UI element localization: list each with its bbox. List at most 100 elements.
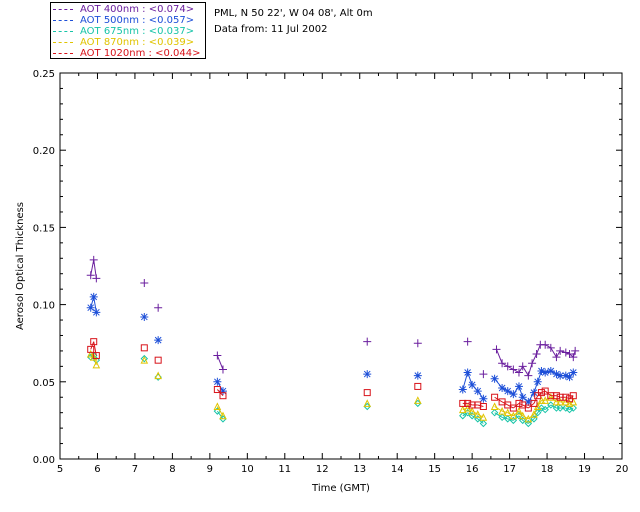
series-line-segment <box>518 415 524 421</box>
series-line-segment <box>496 349 503 364</box>
data-point <box>541 405 549 414</box>
data-point <box>541 396 550 404</box>
data-point <box>552 392 560 400</box>
data-point <box>569 353 578 362</box>
data-point <box>530 410 538 418</box>
data-point <box>552 353 561 362</box>
data-point <box>556 371 565 380</box>
legend-line-swatch <box>53 9 73 10</box>
data-point <box>571 346 580 355</box>
data-point <box>491 393 499 401</box>
x-tick-label: 12 <box>316 464 329 475</box>
data-point <box>546 343 555 352</box>
data-point <box>530 415 538 423</box>
data-point <box>413 339 422 348</box>
data-point <box>213 351 222 360</box>
data-point <box>154 303 163 312</box>
data-point <box>459 412 467 420</box>
data-point <box>218 387 227 396</box>
series-line-segment <box>533 381 539 393</box>
series-3 <box>86 349 578 423</box>
data-point <box>546 366 555 375</box>
x-tick-label: 18 <box>541 464 554 475</box>
data-point <box>509 390 518 399</box>
data-point <box>515 399 523 407</box>
data-point <box>213 386 221 394</box>
data-point <box>561 348 570 357</box>
data-point <box>547 393 555 401</box>
x-tick-label: 11 <box>278 464 291 475</box>
data-point <box>473 387 482 396</box>
legend-entry: AOT 675nm : <0.037> <box>53 26 194 37</box>
data-marks <box>86 255 580 428</box>
x-tick-label: 13 <box>353 464 366 475</box>
data-point <box>509 416 518 425</box>
data-point <box>509 404 517 412</box>
data-point <box>541 340 550 349</box>
data-point <box>414 382 422 390</box>
series-line-segment <box>544 344 552 349</box>
series-line-segment <box>477 418 484 424</box>
station-info: PML, N 50 22', W 04 08', Alt 0m Data fro… <box>214 6 373 38</box>
data-point <box>154 336 163 345</box>
series-line-segment <box>494 396 503 403</box>
series-line-segment <box>550 404 557 409</box>
data-point <box>413 371 422 380</box>
data-point <box>490 374 499 383</box>
series-line-segment <box>533 395 539 404</box>
data-point <box>490 408 499 417</box>
legend-line-swatch <box>53 31 73 32</box>
data-point <box>498 383 507 392</box>
data-point <box>154 371 162 380</box>
data-point <box>140 354 149 363</box>
data-point <box>86 271 95 280</box>
series-line-segment <box>467 402 473 406</box>
data-point <box>468 407 476 415</box>
x-tick-label: 16 <box>466 464 479 475</box>
data-point <box>479 370 488 379</box>
series-line-segment <box>90 341 95 350</box>
data-point <box>532 350 541 359</box>
data-point <box>140 278 149 287</box>
data-point <box>541 368 550 377</box>
data-point <box>524 419 533 428</box>
data-point <box>458 405 467 414</box>
data-point <box>518 362 527 371</box>
date-text: Data from: 11 Jul 2002 <box>214 24 328 35</box>
y-tick-label: 0.25 <box>33 69 55 80</box>
x-tick-label: 17 <box>503 464 516 475</box>
x-tick-label: 8 <box>169 464 175 475</box>
data-point <box>503 387 512 396</box>
data-point <box>219 411 227 420</box>
series-line-segment <box>531 353 538 364</box>
data-point <box>533 377 542 386</box>
data-point <box>363 337 372 346</box>
x-tick-label: 14 <box>391 464 404 475</box>
data-point <box>90 338 98 346</box>
data-point <box>474 415 482 423</box>
data-point <box>92 360 101 369</box>
data-point <box>213 377 222 386</box>
data-point <box>529 388 538 397</box>
data-point <box>514 368 523 377</box>
series-line-segment <box>494 412 503 418</box>
data-point <box>552 397 561 406</box>
data-point <box>515 412 523 420</box>
x-tick-label: 9 <box>207 464 213 475</box>
data-point <box>509 411 518 420</box>
series-0 <box>86 255 580 380</box>
data-point <box>89 352 98 361</box>
data-point <box>530 399 538 407</box>
series-line-segment <box>513 369 520 373</box>
legend-label: AOT 870nm : <0.039> <box>80 37 195 48</box>
legend-entry: AOT 400nm : <0.074> <box>53 4 194 15</box>
series-line-segment <box>569 353 574 358</box>
data-point <box>569 404 578 412</box>
data-point <box>413 396 422 404</box>
data-point <box>528 359 537 368</box>
series-line-segment <box>216 410 224 420</box>
legend-label: AOT 1020nm : <0.044> <box>80 48 201 59</box>
legend: AOT 400nm : <0.074> AOT 500nm : <0.057> AO… <box>50 2 206 59</box>
data-point <box>363 399 372 407</box>
data-point <box>218 365 227 374</box>
